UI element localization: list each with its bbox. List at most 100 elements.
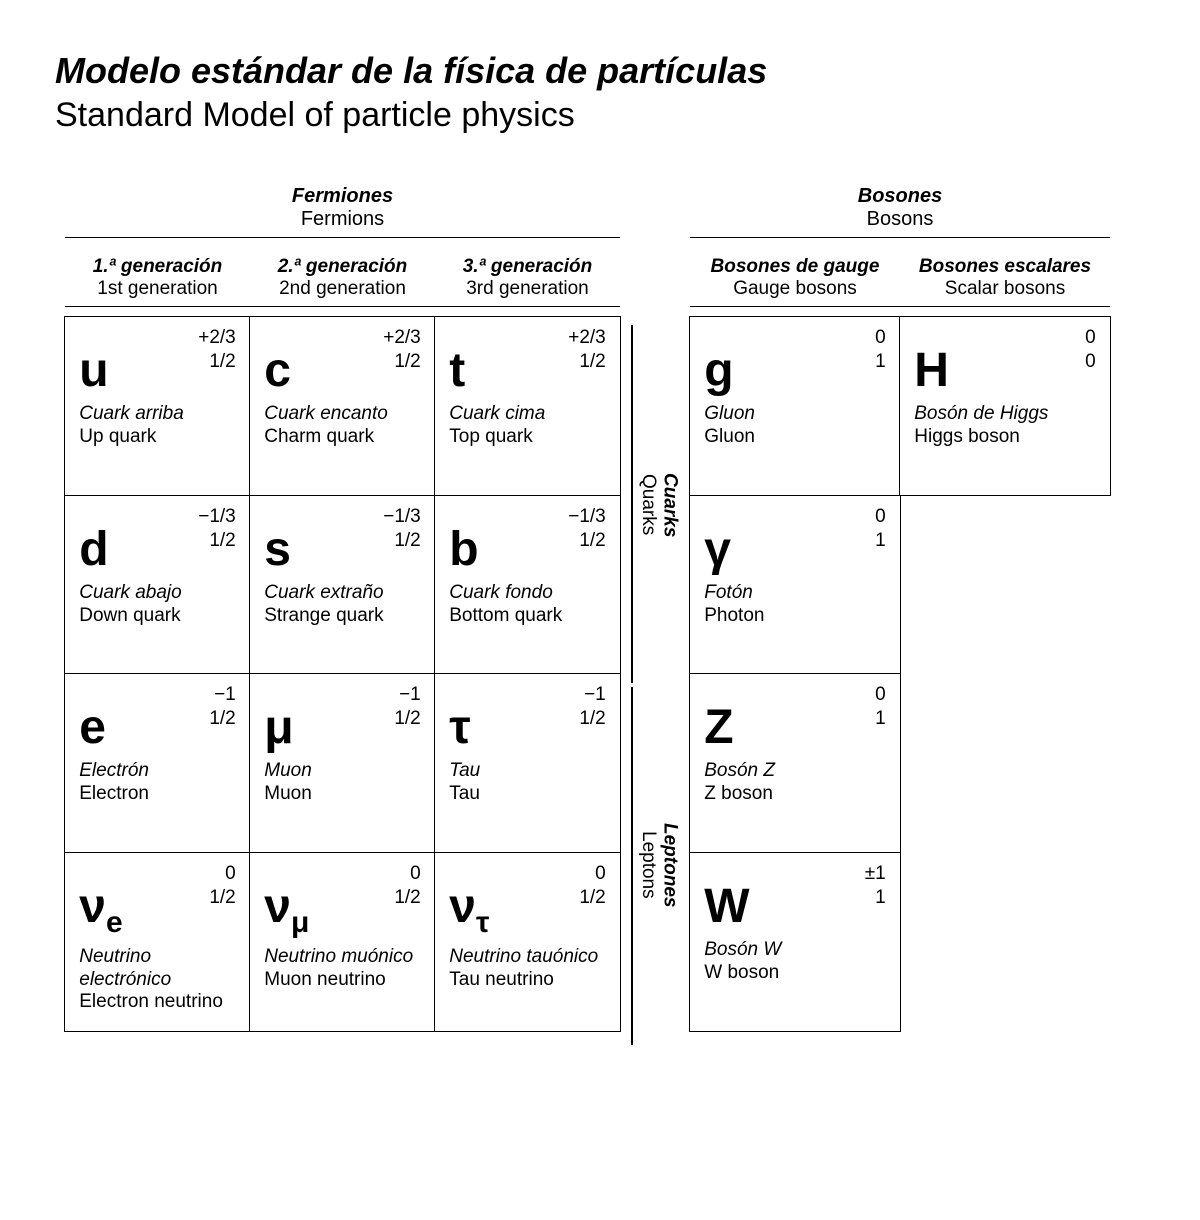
particle-name-en: Electron (79, 783, 238, 806)
particle-cell: −1/31/2dCuark abajoDown quark (64, 495, 251, 675)
particle-name-es: Bosón de Higgs (914, 403, 1098, 426)
fermions-group: Fermiones Fermions 1.ª generación 1st ge… (65, 185, 620, 1031)
bosons-header-es: Bosones (690, 185, 1110, 208)
particle-name-es: Muon (264, 760, 423, 783)
gauge-header: Bosones de gauge Gauge bosons (690, 256, 900, 307)
particle-cell: +2/31/2cCuark encantoCharm quark (249, 316, 436, 496)
particle-charge: +2/3 (568, 327, 606, 349)
gauge-en: Gauge bosons (690, 278, 900, 300)
particle-name-en: Gluon (704, 426, 888, 449)
scalar-en: Scalar bosons (900, 278, 1110, 300)
particle-name-en: Z boson (704, 783, 888, 806)
particle-cell: 00HBosón de HiggsHiggs boson (899, 316, 1111, 496)
gen2-en: 2nd generation (250, 278, 435, 300)
particle-spin: 1 (875, 708, 886, 730)
gen3-en: 3rd generation (435, 278, 620, 300)
particle-name-en: Top quark (449, 426, 608, 449)
particle-name-es: Fotón (704, 582, 888, 605)
particle-spin: 1/2 (579, 708, 605, 730)
particle-cell (899, 852, 1111, 1032)
gen1-en: 1st generation (65, 278, 250, 300)
particle-name-es: Neutrino tauónico (449, 946, 608, 969)
particle-name-en: Muon neutrino (264, 969, 423, 992)
particle-name-es: Cuark abajo (79, 582, 238, 605)
particle-name-es: Bosón W (704, 939, 888, 962)
leptons-label-en: Leptons (638, 831, 659, 899)
quarks-label-en: Quarks (638, 474, 659, 535)
particle-cell (899, 673, 1111, 853)
particle-name-es: Cuark arriba (79, 403, 238, 426)
particle-spin: 1/2 (394, 351, 420, 373)
particle-spin: 1/2 (579, 530, 605, 552)
grid-column: 01gGluonGluon01γFotónPhoton01ZBosón ZZ b… (690, 317, 900, 1031)
particle-spin: 1/2 (579, 887, 605, 909)
particle-name-es: Cuark extraño (264, 582, 423, 605)
particle-charge: 0 (225, 863, 236, 885)
gen1-es: 1.ª generación (65, 256, 250, 278)
fermions-header: Fermiones Fermions (65, 185, 620, 238)
particle-cell: +2/31/2uCuark arribaUp quark (64, 316, 251, 496)
boson-grid: 01gGluonGluon01γFotónPhoton01ZBosón ZZ b… (690, 317, 1110, 1031)
particle-name-en: Strange quark (264, 605, 423, 628)
grid-column: +2/31/2cCuark encantoCharm quark−1/31/2s… (250, 317, 435, 1031)
particle-name-en: Up quark (79, 426, 238, 449)
boson-col-headers: Bosones de gauge Gauge bosons Bosones es… (690, 256, 1110, 317)
title-en: Standard Model of particle physics (55, 96, 1145, 135)
gen1-header: 1.ª generación 1st generation (65, 256, 250, 307)
particle-spin: 1 (875, 351, 886, 373)
fermion-grid: +2/31/2uCuark arribaUp quark−1/31/2dCuar… (65, 317, 620, 1031)
bosons-group: Bosones Bosons Bosones de gauge Gauge bo… (690, 185, 1110, 1031)
particle-name-es: Gluon (704, 403, 888, 426)
particle-spin: 1/2 (209, 530, 235, 552)
particle-symbol: W (704, 883, 888, 931)
gauge-es: Bosones de gauge (690, 256, 900, 278)
particle-spin: 1 (875, 887, 886, 909)
quarks-label: CuarksQuarks (637, 325, 681, 685)
particle-name-en: W boson (704, 962, 888, 985)
bosons-header-en: Bosons (690, 208, 1110, 231)
particle-cell: ±11WBosón WW boson (689, 852, 901, 1032)
particle-name-es: Neutrino electrónico (79, 946, 238, 992)
bosons-header: Bosones Bosons (690, 185, 1110, 238)
chart: Fermiones Fermions 1.ª generación 1st ge… (55, 185, 1145, 1031)
quarks-label-es: Cuarks (660, 473, 681, 537)
particle-cell: 01gGluonGluon (689, 316, 901, 496)
particle-charge: 0 (875, 506, 886, 528)
particle-name-en: Electron neutrino (79, 991, 238, 1014)
particle-name-es: Cuark encanto (264, 403, 423, 426)
particle-cell: 01/2νeNeutrino electrónicoElectron neutr… (64, 852, 251, 1032)
particle-spin: 1/2 (209, 887, 235, 909)
generation-headers: 1.ª generación 1st generation 2.ª genera… (65, 256, 620, 317)
particle-name-es: Bosón Z (704, 760, 888, 783)
particle-charge: −1/3 (568, 506, 606, 528)
particle-name-en: Down quark (79, 605, 238, 628)
particle-spin: 1/2 (394, 530, 420, 552)
particle-charge: −1/3 (383, 506, 421, 528)
quarks-bar (631, 325, 633, 683)
particle-cell (899, 495, 1111, 675)
leptons-label: LeptonesLeptons (637, 685, 681, 1045)
gen3-es: 3.ª generación (435, 256, 620, 278)
particle-charge: −1/3 (198, 506, 236, 528)
particle-spin: 1/2 (209, 708, 235, 730)
particle-symbol: H (914, 347, 1098, 395)
particle-charge: −1 (214, 684, 236, 706)
particle-cell: −11/2τTauTau (434, 673, 621, 853)
particle-cell: −1/31/2bCuark fondoBottom quark (434, 495, 621, 675)
particle-name-es: Cuark fondo (449, 582, 608, 605)
particle-charge: 0 (875, 684, 886, 706)
particle-name-en: Photon (704, 605, 888, 628)
particle-name-es: Electrón (79, 760, 238, 783)
particle-spin: 1/2 (579, 351, 605, 373)
particle-name-en: Tau (449, 783, 608, 806)
particle-charge: 0 (595, 863, 606, 885)
particle-name-es: Cuark cima (449, 403, 608, 426)
particle-spin: 1/2 (394, 708, 420, 730)
gen3-header: 3.ª generación 3rd generation (435, 256, 620, 307)
particle-spin: 0 (1085, 351, 1096, 373)
particle-cell: 01ZBosón ZZ boson (689, 673, 901, 853)
particle-cell: −11/2eElectrónElectron (64, 673, 251, 853)
particle-cell: +2/31/2tCuark cimaTop quark (434, 316, 621, 496)
leptons-bar (631, 687, 633, 1045)
particle-charge: +2/3 (383, 327, 421, 349)
